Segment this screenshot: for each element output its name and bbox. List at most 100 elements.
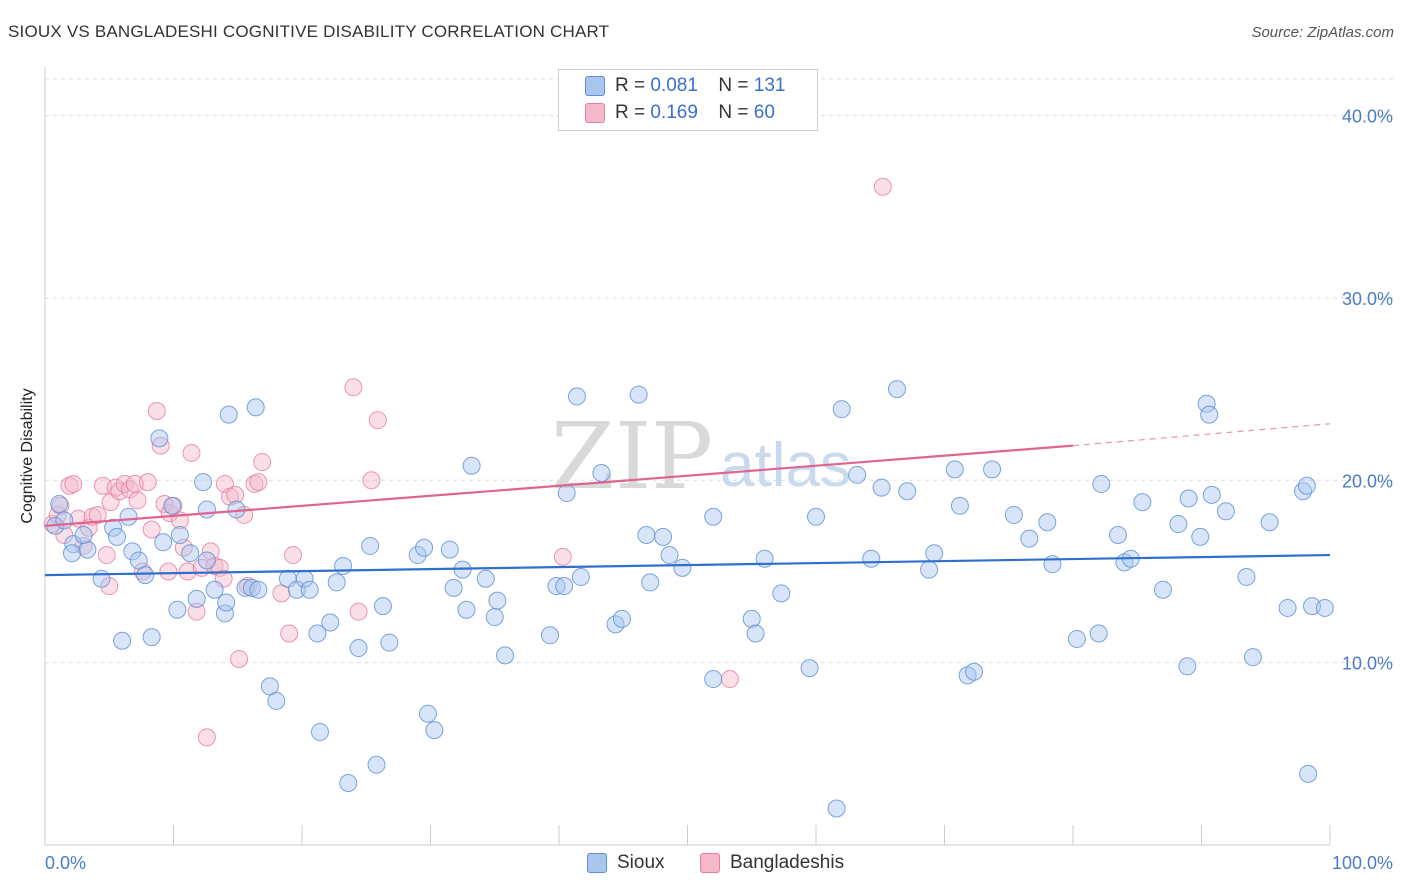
sioux-point (541, 626, 560, 645)
sioux-point (547, 577, 566, 596)
bangladeshis-point (159, 562, 178, 581)
sioux-point (457, 600, 476, 619)
bangladeshis-swatch (700, 853, 720, 873)
sioux-point (1108, 526, 1127, 544)
sioux-point (1092, 474, 1111, 493)
legend-r-label: R = (615, 75, 646, 96)
sioux-point (142, 628, 161, 647)
sioux-point (367, 755, 386, 774)
bottom-legend-sioux-label: Sioux (617, 852, 665, 873)
legend-row-sioux: R = 0.081 N = 131 (585, 73, 785, 99)
sioux-point (571, 567, 590, 586)
sioux-point (925, 544, 944, 563)
tick-labels: 10.0% 20.0% 30.0% 40.0% 0.0% 100.0% (45, 107, 1393, 873)
sioux-point (187, 589, 206, 608)
axes (44, 67, 1331, 846)
sioux-point (462, 456, 481, 475)
sioux-point (1179, 489, 1198, 508)
bangladeshis-point (155, 495, 174, 513)
sioux-point (119, 507, 138, 526)
sioux-point (64, 535, 83, 554)
sioux-point (373, 597, 392, 616)
sioux-point (898, 482, 917, 501)
legend: R = 0.081 N = 131 R = 0.169 N = 60 (558, 69, 818, 131)
sioux-point (485, 608, 504, 627)
sioux-swatch (587, 853, 607, 873)
sioux-point (194, 473, 213, 492)
bangladeshis-point (178, 562, 197, 581)
sioux-point (217, 593, 236, 612)
sioux-point (557, 484, 576, 503)
bangladeshis-point (720, 670, 739, 689)
bangladeshis-point (138, 473, 157, 492)
sioux-point (660, 546, 679, 565)
sioux-point (444, 578, 463, 597)
sioux-point (496, 646, 515, 665)
sioux-point (772, 584, 791, 603)
sioux-point (418, 704, 437, 723)
sioux-point (488, 591, 507, 610)
sioux-point (673, 558, 692, 577)
sioux-point (807, 507, 825, 526)
sioux-point (1191, 527, 1210, 546)
sioux-point (965, 662, 984, 681)
x-tick-label: 0.0% (45, 853, 86, 873)
sioux-point (592, 464, 611, 482)
sioux-point (249, 580, 268, 599)
sioux-point (637, 526, 656, 544)
sioux-point (945, 460, 964, 479)
sioux-point (197, 500, 216, 519)
sioux-point (408, 546, 427, 565)
sioux-point (848, 465, 867, 484)
bangladeshis-point (142, 520, 161, 539)
sioux-point (136, 566, 155, 585)
sioux-point (1133, 493, 1152, 512)
sioux-trend-line (44, 553, 1331, 577)
sioux-point (310, 722, 329, 741)
sioux-point (1315, 598, 1334, 617)
sioux-point (476, 569, 495, 588)
sioux-point (1200, 405, 1219, 424)
bangladeshis-trend-line (44, 444, 1074, 527)
bangladeshis-point (349, 602, 368, 621)
bangladeshis-point (97, 546, 116, 565)
sioux-point (1216, 502, 1235, 521)
bangladeshis-point (873, 177, 892, 196)
source-label: Source: ZipAtlas.com (1251, 24, 1394, 41)
sioux-point (1089, 624, 1108, 643)
sioux-point (205, 580, 224, 599)
sioux-point (113, 631, 132, 650)
bangladeshis-point (249, 473, 268, 492)
sioux-point (425, 721, 444, 740)
sioux-point (62, 544, 81, 563)
bangladeshis-point (197, 728, 216, 747)
sioux-swatch (585, 76, 605, 96)
sioux-point (555, 577, 574, 596)
sioux-point (746, 624, 765, 643)
bangladeshis-point (182, 443, 201, 462)
sioux-point (612, 609, 631, 628)
sioux-point (74, 526, 93, 544)
bottom-legend-bangladeshis-label: Bangladeshis (730, 852, 845, 873)
sioux-point (55, 511, 74, 530)
sioux-point (862, 549, 881, 568)
sioux-point (321, 613, 340, 632)
bangladeshis-point (147, 402, 166, 420)
sioux-point (827, 799, 846, 818)
sioux-point (170, 526, 189, 544)
sioux-point (704, 670, 723, 689)
y-tick-label: 10.0% (1342, 654, 1393, 674)
sioux-point (950, 496, 969, 515)
sioux-point (327, 573, 346, 592)
sioux-point (742, 609, 761, 628)
bangladeshis-point (88, 505, 107, 524)
sioux-point (1297, 476, 1316, 495)
sioux-point (1243, 648, 1262, 667)
bangladeshis-point (115, 474, 134, 493)
legend-r-value: 0.081 (650, 75, 698, 96)
sioux-point (104, 518, 123, 537)
bangladeshis-point (151, 436, 170, 455)
sioux-point (1299, 764, 1318, 783)
bangladeshis-point (64, 474, 83, 493)
sioux-point (219, 405, 238, 424)
